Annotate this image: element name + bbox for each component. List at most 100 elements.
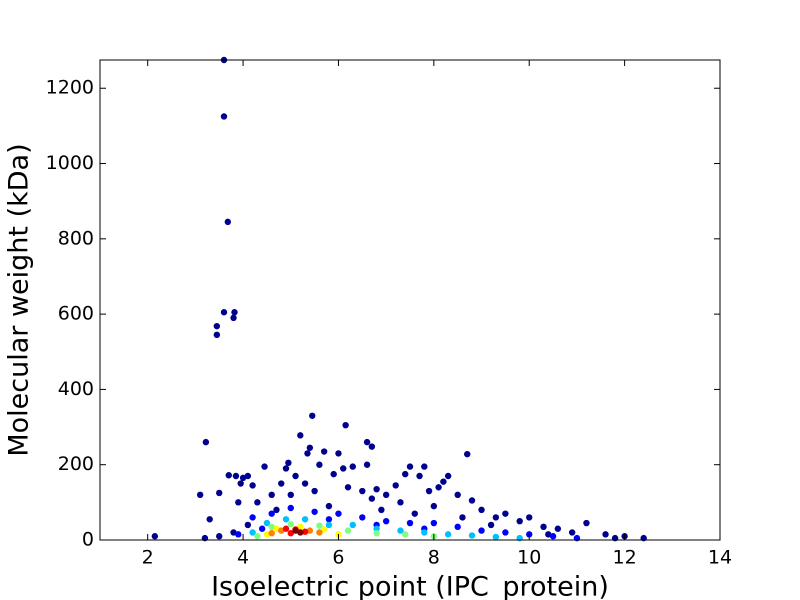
point xyxy=(464,450,471,458)
x-tick-label: 6 xyxy=(332,547,344,569)
point xyxy=(278,480,285,487)
point xyxy=(306,527,314,534)
point xyxy=(297,432,304,439)
point xyxy=(363,438,371,446)
point xyxy=(320,448,328,455)
point xyxy=(301,480,309,487)
point xyxy=(368,495,376,502)
point xyxy=(316,529,323,536)
point xyxy=(411,510,418,517)
point xyxy=(342,421,349,429)
point xyxy=(287,491,294,499)
point xyxy=(378,506,385,514)
point xyxy=(220,113,228,120)
point xyxy=(196,491,204,499)
point xyxy=(373,485,380,493)
y-tick-label: 1000 xyxy=(46,152,94,174)
point xyxy=(344,484,352,491)
point xyxy=(397,527,404,534)
point xyxy=(335,450,342,457)
point xyxy=(287,504,294,512)
point xyxy=(382,517,390,525)
point xyxy=(583,519,590,527)
point xyxy=(373,525,380,532)
point xyxy=(237,480,244,487)
x-axis-label: Isoelectric point (IPC_protein) xyxy=(211,572,609,600)
point xyxy=(282,525,290,532)
point xyxy=(340,465,347,472)
y-tick-label: 200 xyxy=(58,453,94,475)
point xyxy=(425,487,433,495)
point xyxy=(311,487,318,495)
point xyxy=(202,438,210,446)
point xyxy=(301,528,309,535)
point xyxy=(421,463,428,470)
point xyxy=(230,314,237,322)
point xyxy=(297,523,304,531)
point xyxy=(540,523,547,531)
x-tick-label: 14 xyxy=(708,547,732,569)
point xyxy=(254,533,261,540)
point xyxy=(232,472,240,480)
point xyxy=(268,530,275,537)
point xyxy=(268,510,275,517)
y-tick-label: 1200 xyxy=(46,77,94,99)
point xyxy=(454,523,461,531)
point xyxy=(444,472,452,480)
point xyxy=(325,502,333,510)
point xyxy=(492,533,500,541)
point xyxy=(330,470,337,478)
point xyxy=(282,465,290,472)
point xyxy=(306,444,314,451)
point xyxy=(359,514,366,521)
point xyxy=(335,510,342,517)
point xyxy=(430,502,438,510)
point xyxy=(492,514,500,521)
point xyxy=(244,472,252,480)
y-axis-label: Molecular weight (kDa) xyxy=(4,143,35,456)
x-tick-label: 12 xyxy=(613,547,637,569)
point xyxy=(261,463,268,470)
point xyxy=(478,506,485,514)
point xyxy=(273,506,280,514)
point xyxy=(244,521,252,529)
point xyxy=(304,450,311,457)
point xyxy=(430,519,438,527)
point xyxy=(549,533,557,540)
point xyxy=(282,516,290,523)
point xyxy=(402,470,409,478)
point xyxy=(325,516,333,523)
point xyxy=(502,529,509,536)
x-tick-label: 4 xyxy=(237,547,249,569)
point xyxy=(316,461,323,468)
point xyxy=(406,463,414,470)
point xyxy=(224,218,232,226)
point xyxy=(487,521,495,529)
point xyxy=(459,514,466,521)
point xyxy=(516,517,523,525)
point xyxy=(231,309,238,316)
point xyxy=(216,489,223,497)
point xyxy=(254,499,261,506)
x-tick-label: 2 xyxy=(142,547,154,569)
point xyxy=(368,443,376,450)
point xyxy=(206,516,213,523)
point xyxy=(397,499,404,506)
point xyxy=(220,309,228,316)
point xyxy=(320,526,328,533)
point xyxy=(325,521,333,529)
point xyxy=(258,525,266,532)
point xyxy=(440,478,447,485)
point xyxy=(249,514,256,521)
point xyxy=(568,529,576,536)
point xyxy=(309,412,316,419)
y-tick-label: 400 xyxy=(58,378,94,400)
point xyxy=(402,531,409,538)
point xyxy=(311,508,318,515)
point xyxy=(292,472,299,480)
y-tick-label: 800 xyxy=(58,227,94,249)
point xyxy=(287,520,294,528)
point xyxy=(263,519,271,527)
point xyxy=(249,529,256,536)
